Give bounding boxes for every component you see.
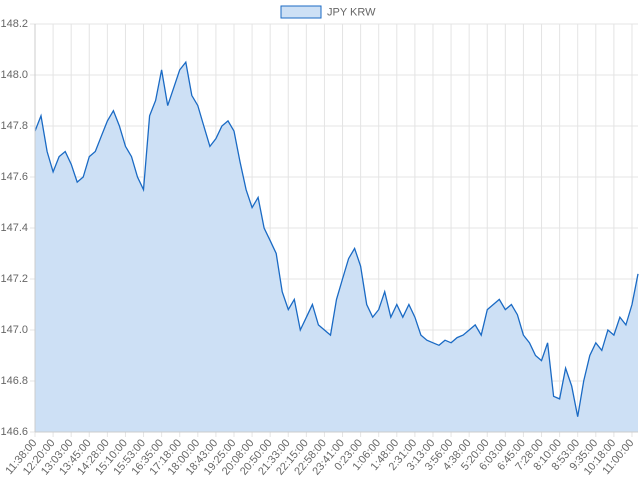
legend-swatch: [280, 5, 322, 19]
y-tick-label: 147.6: [0, 171, 28, 183]
y-tick-label: 147.8: [0, 120, 28, 132]
y-tick-label: 147.0: [0, 324, 28, 336]
y-tick-label: 147.2: [0, 273, 28, 285]
y-tick-label: 146.8: [0, 375, 28, 387]
area: [35, 62, 638, 432]
y-tick-label: 147.4: [0, 222, 28, 234]
y-tick-label: 148.2: [0, 18, 28, 30]
line: [34, 60, 639, 417]
y-tick-label: 146.6: [0, 426, 28, 438]
y-tick-label: 148.0: [0, 69, 28, 81]
legend-label: JPY KRW: [327, 6, 376, 18]
